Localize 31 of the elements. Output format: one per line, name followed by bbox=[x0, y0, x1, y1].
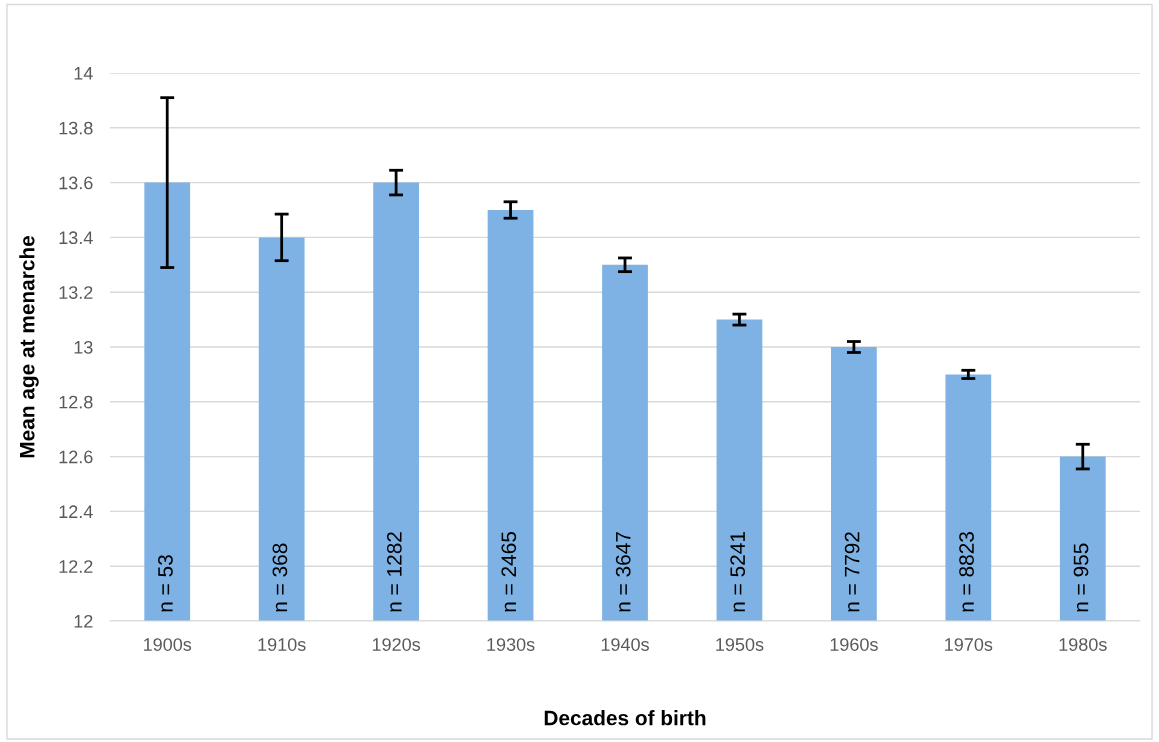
x-tick-label: 1920s bbox=[372, 638, 421, 651]
y-tick-label: 12.2 bbox=[59, 560, 93, 573]
x-tick-label: 1950s bbox=[716, 638, 764, 651]
x-tick-label: 1980s bbox=[1059, 638, 1107, 651]
annotation: n = 5241 bbox=[730, 532, 746, 612]
annotation: n = 2465 bbox=[501, 531, 517, 612]
y-tick-label: 13.4 bbox=[59, 231, 93, 245]
y-axis-title: Mean age at menarche bbox=[19, 235, 39, 458]
annotation: n = 1282 bbox=[386, 532, 402, 612]
y-tick-label: 12.4 bbox=[59, 505, 93, 518]
y-tick-label: 13 bbox=[74, 340, 93, 354]
x-tick-label: 1970s bbox=[945, 638, 993, 651]
annotation: n = 3647 bbox=[615, 532, 631, 612]
y-tick-label: 13.6 bbox=[59, 176, 93, 190]
y-tick-label: 13.8 bbox=[59, 121, 93, 135]
y-tick-label: 13.2 bbox=[59, 286, 93, 299]
x-tick-label: 1910s bbox=[258, 638, 306, 651]
annotation: n = 7792 bbox=[844, 532, 860, 612]
annotation: n = 8823 bbox=[959, 532, 974, 612]
annotation: n = 53 bbox=[158, 555, 173, 612]
y-tick-label: 12.6 bbox=[59, 450, 93, 464]
y-tick-label: 12 bbox=[74, 614, 93, 628]
x-tick-label: 1930s bbox=[487, 638, 535, 651]
y-tick-label: 14 bbox=[74, 67, 93, 80]
y-tick-label: 12.8 bbox=[59, 395, 93, 409]
annotation: n = 368 bbox=[272, 543, 288, 612]
x-tick-label: 1940s bbox=[601, 638, 649, 651]
x-axis-title: Decades of birth bbox=[544, 710, 706, 726]
x-tick-label: 1900s bbox=[144, 638, 192, 651]
x-tick-label: 1960s bbox=[830, 638, 878, 651]
annotation: n = 955 bbox=[1073, 543, 1089, 612]
